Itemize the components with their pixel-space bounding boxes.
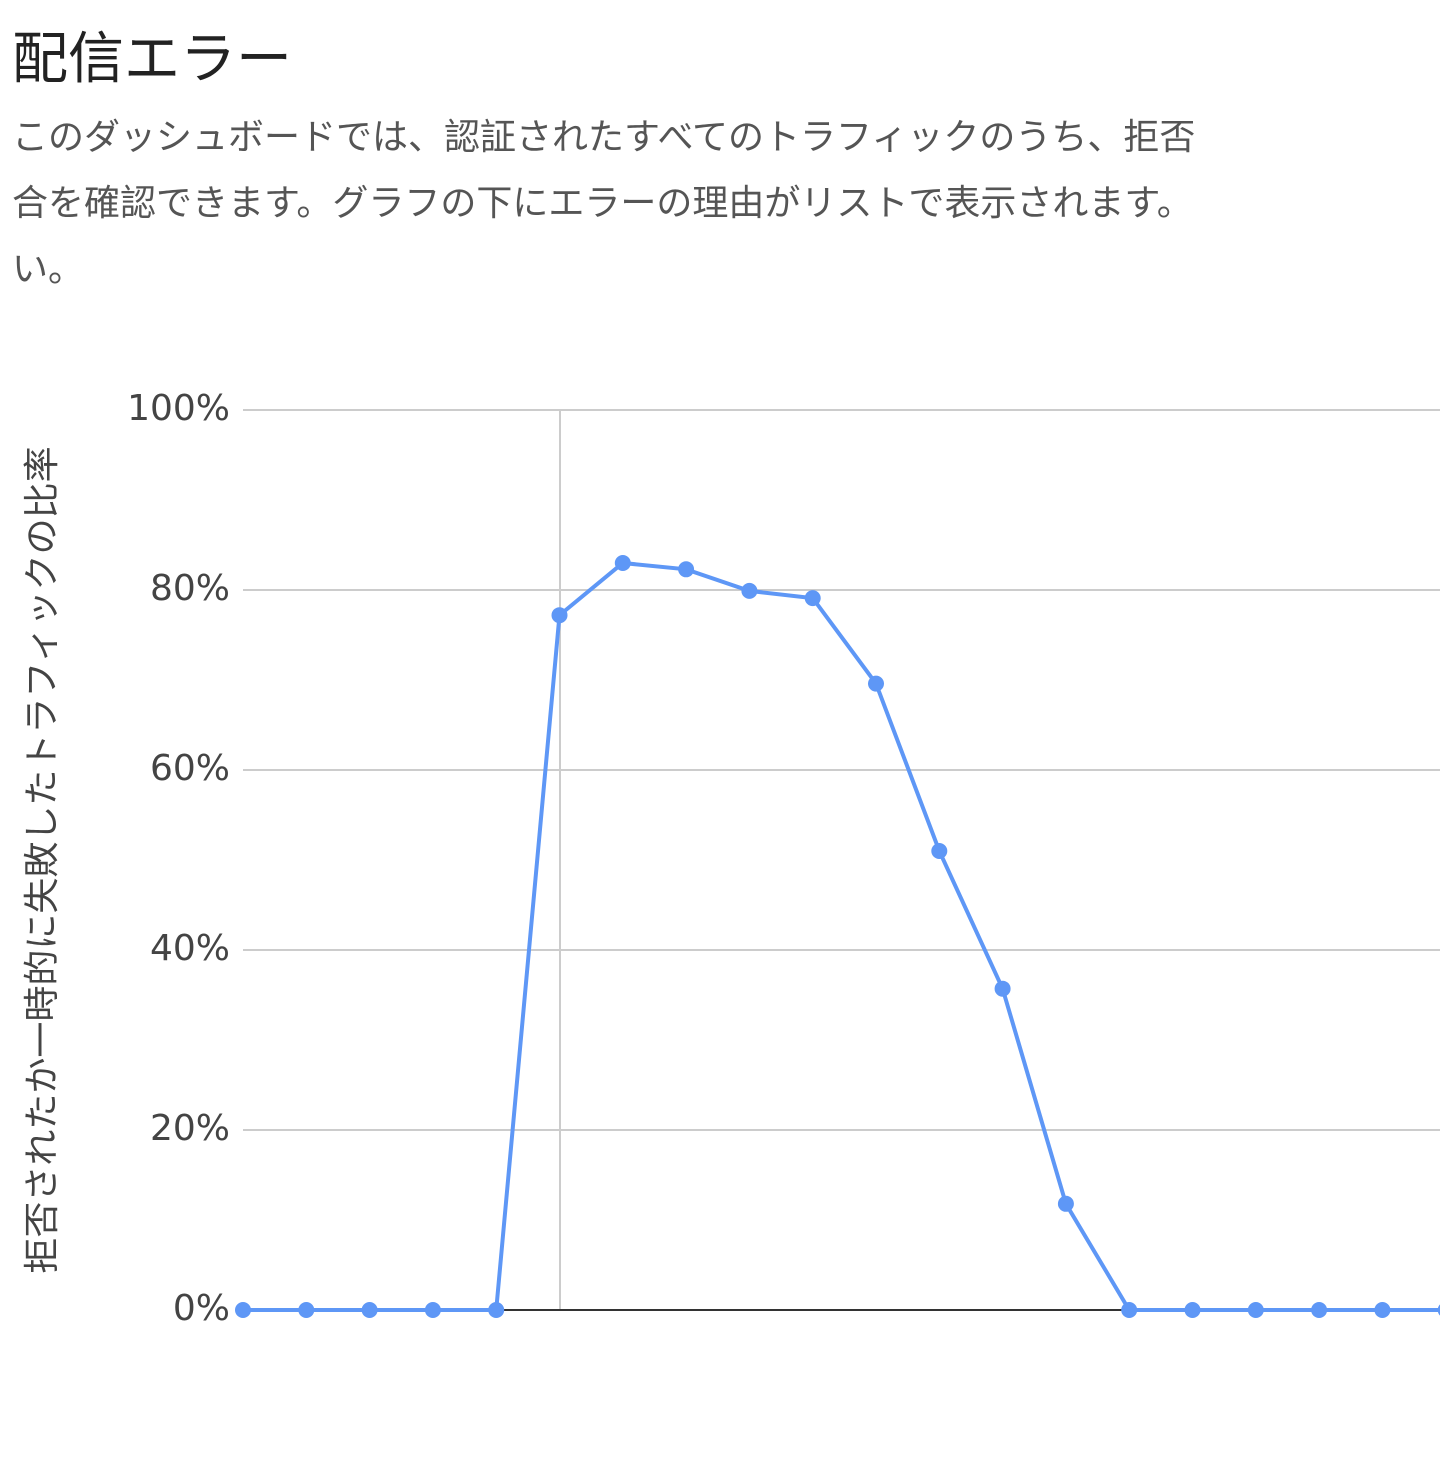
data-point [1057,1195,1074,1212]
data-point [741,582,758,599]
data-line [243,560,1440,1312]
data-point [361,1302,378,1318]
data-point [931,843,948,859]
data-point [994,980,1011,997]
data-point [614,555,631,571]
y-tick-label: 80% [150,568,230,609]
y-tick-label: 60% [150,748,230,789]
y-tick-label: 20% [150,1108,230,1149]
data-point [235,1302,251,1318]
page-title: 配信エラー [12,27,292,92]
data-point [1311,1302,1328,1318]
data-point [551,607,568,624]
data-point [424,1302,441,1318]
data-point [804,590,821,607]
data-point [1184,1302,1201,1318]
data-point [298,1302,315,1318]
y-tick-label: 0% [173,1288,230,1329]
description-line: このダッシュボードでは、認証されたすべてのトラフィックのうち、拒否 [12,117,1196,158]
y-axis-label: 拒否されたか一時的に失敗したトラフィックの比率 [22,446,63,1273]
data-point [1247,1302,1264,1318]
y-tick-label: 40% [150,928,230,969]
data-point [1437,1304,1440,1316]
data-point [868,675,884,692]
y-tick-label: 100% [127,388,230,429]
data-point [1374,1302,1391,1318]
description-line: 合を確認できます。グラフの下にエラーの理由がリストで表示されます。 [12,183,1193,224]
data-point [1121,1302,1138,1318]
data-point [488,1302,505,1318]
data-point [678,561,695,578]
description-line: い。 [12,249,85,290]
